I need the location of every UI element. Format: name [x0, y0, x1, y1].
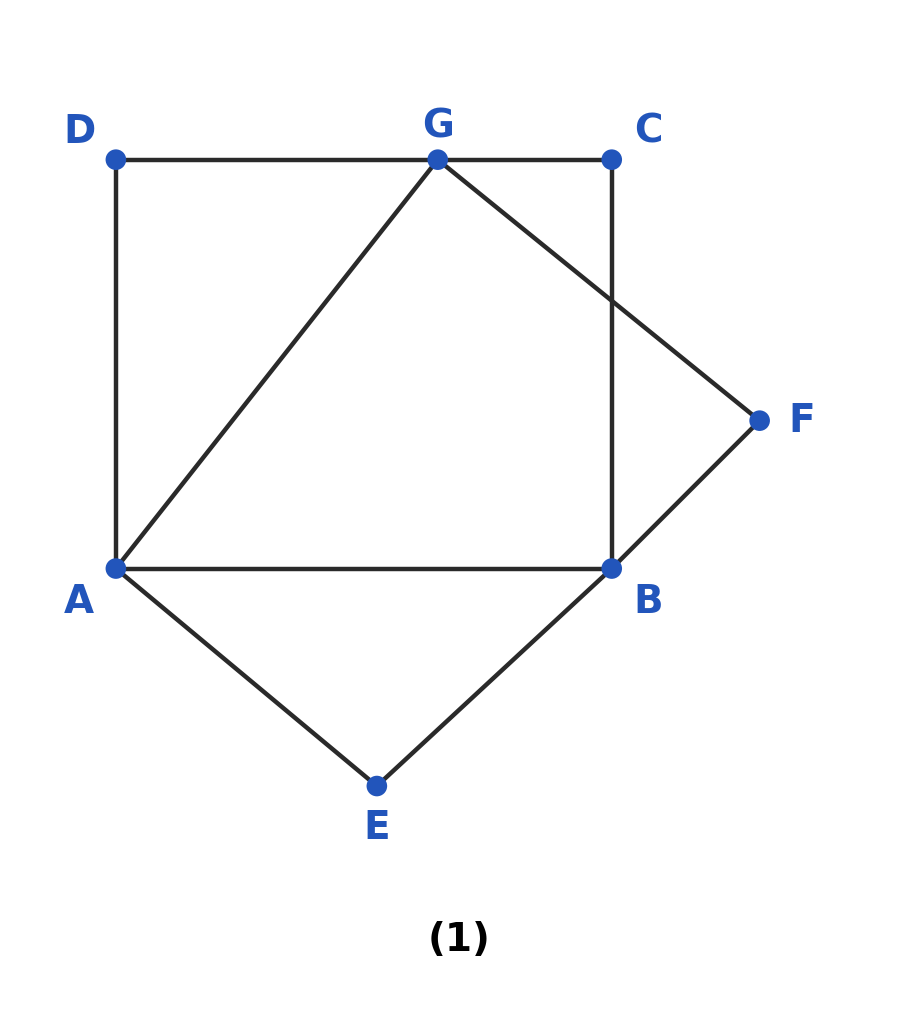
Point — [605, 560, 619, 577]
Text: B: B — [633, 583, 664, 621]
Text: F: F — [789, 401, 815, 439]
Text: D: D — [63, 113, 96, 151]
Point — [430, 152, 445, 168]
Text: C: C — [634, 113, 663, 151]
Point — [605, 152, 619, 168]
Point — [108, 152, 123, 168]
Point — [369, 778, 384, 795]
Text: (1): (1) — [428, 921, 491, 958]
Text: E: E — [364, 809, 391, 847]
Point — [108, 560, 123, 577]
Text: G: G — [422, 108, 454, 145]
Point — [753, 413, 767, 429]
Text: A: A — [64, 583, 95, 621]
